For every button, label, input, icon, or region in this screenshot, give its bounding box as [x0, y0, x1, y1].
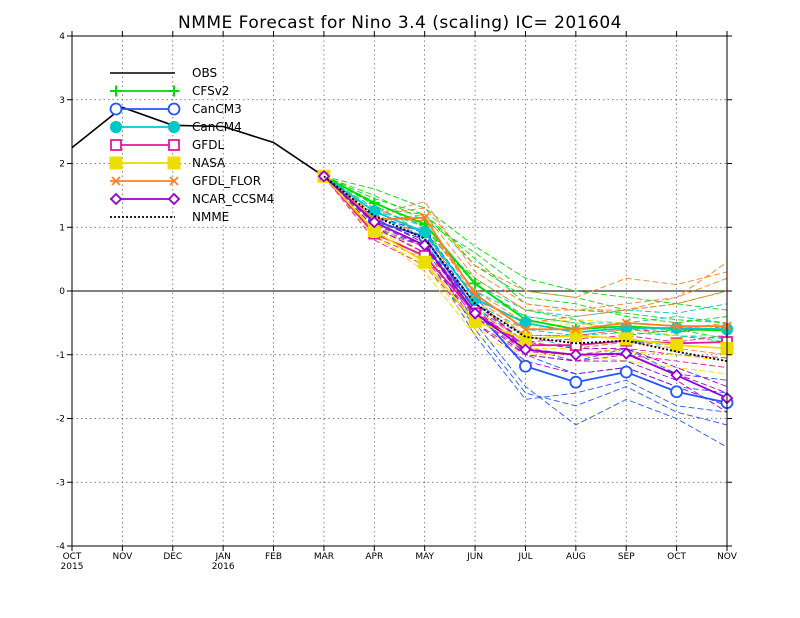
x-tick-label: NOV — [717, 552, 738, 562]
x-tick-label: JUL — [517, 552, 532, 562]
x-tick-label: OCT — [63, 552, 82, 562]
data-point — [169, 176, 179, 186]
series-line-cancm4 — [323, 175, 728, 334]
data-point — [109, 120, 123, 134]
data-point — [619, 347, 633, 360]
data-point — [109, 156, 123, 170]
data-point — [520, 324, 531, 334]
y-tick-label: 0 — [59, 287, 65, 297]
data-point — [420, 213, 430, 223]
ensemble-member-line — [323, 175, 728, 317]
data-point — [519, 359, 532, 373]
data-point — [569, 375, 583, 389]
series-lines — [71, 106, 734, 409]
data-point — [317, 169, 331, 183]
data-point — [670, 385, 684, 399]
data-point — [418, 226, 431, 239]
y-tick-label: -2 — [56, 415, 65, 425]
data-point — [569, 348, 583, 362]
chart-title: NMME Forecast for Nino 3.4 (scaling) IC=… — [178, 13, 622, 33]
y-tick-label: 4 — [59, 32, 65, 42]
ensemble-member-line — [323, 175, 728, 407]
legend-label: NASA — [192, 156, 226, 170]
data-point — [109, 102, 123, 116]
legend-label: CFSv2 — [192, 84, 229, 98]
data-point — [110, 85, 122, 97]
x-tick-label: AUG — [566, 552, 586, 562]
x-tick-sublabel: 2015 — [61, 562, 84, 572]
y-tick-label: -4 — [56, 542, 65, 552]
data-point — [167, 156, 181, 170]
data-point — [619, 332, 633, 346]
legend-label: OBS — [192, 66, 217, 80]
data-point — [621, 318, 631, 328]
data-point — [670, 321, 683, 335]
y-tick-label: -1 — [56, 351, 65, 361]
data-point — [168, 139, 180, 151]
data-point — [519, 343, 532, 356]
x-tick-label: MAY — [415, 552, 434, 562]
x-tick-label: SEP — [618, 552, 635, 562]
legend-label: NMME — [192, 210, 229, 224]
data-point — [167, 102, 181, 116]
series-line-nmme — [323, 175, 728, 362]
x-tick-label: OCT — [667, 552, 686, 562]
y-tick-label: 1 — [59, 223, 65, 233]
x-tick-label: MAR — [314, 552, 334, 562]
data-point — [167, 120, 181, 134]
data-point — [671, 321, 682, 331]
ensemble-member-line — [323, 175, 728, 324]
data-point — [470, 289, 480, 299]
data-point — [167, 192, 181, 206]
x-tick-label: JUN — [466, 552, 483, 562]
data-point — [111, 176, 121, 186]
ensemble-member-line — [323, 175, 728, 413]
x-tick-label: JAN — [214, 552, 230, 562]
data-point — [110, 139, 122, 151]
data-point — [368, 215, 381, 229]
legend: OBS CFSv2 CanCM3 CanCM4 GFDL NASA GFDL_FLOR NCA… — [109, 66, 274, 224]
legend-label: CanCM3 — [192, 102, 242, 116]
x-tick-sublabel: 2016 — [212, 562, 235, 572]
ensemble-member-line — [323, 175, 728, 324]
ensemble-member-line — [323, 175, 728, 311]
x-tick-label: DEC — [163, 552, 182, 562]
x-tick-label: FEB — [265, 552, 282, 562]
x-tick-label: NOV — [112, 552, 133, 562]
data-point — [109, 192, 123, 206]
data-point — [571, 324, 581, 334]
y-tick-label: -3 — [56, 478, 65, 488]
legend-label: NCAR_CCSM4 — [192, 192, 274, 206]
data-point — [670, 368, 683, 382]
data-point — [468, 307, 482, 320]
data-point — [569, 329, 583, 343]
x-tick-label: APR — [365, 552, 383, 562]
legend-label: GFDL_FLOR — [192, 174, 261, 188]
data-point — [670, 338, 684, 352]
data-point — [418, 255, 432, 269]
legend-label: GFDL — [192, 138, 224, 152]
ensemble-member-line — [323, 175, 728, 298]
legend-label: CanCM4 — [192, 120, 242, 134]
y-tick-label: 2 — [59, 160, 65, 170]
data-point — [469, 277, 481, 289]
y-tick-label: 3 — [59, 96, 65, 106]
data-point — [619, 365, 633, 379]
data-point — [168, 85, 180, 97]
